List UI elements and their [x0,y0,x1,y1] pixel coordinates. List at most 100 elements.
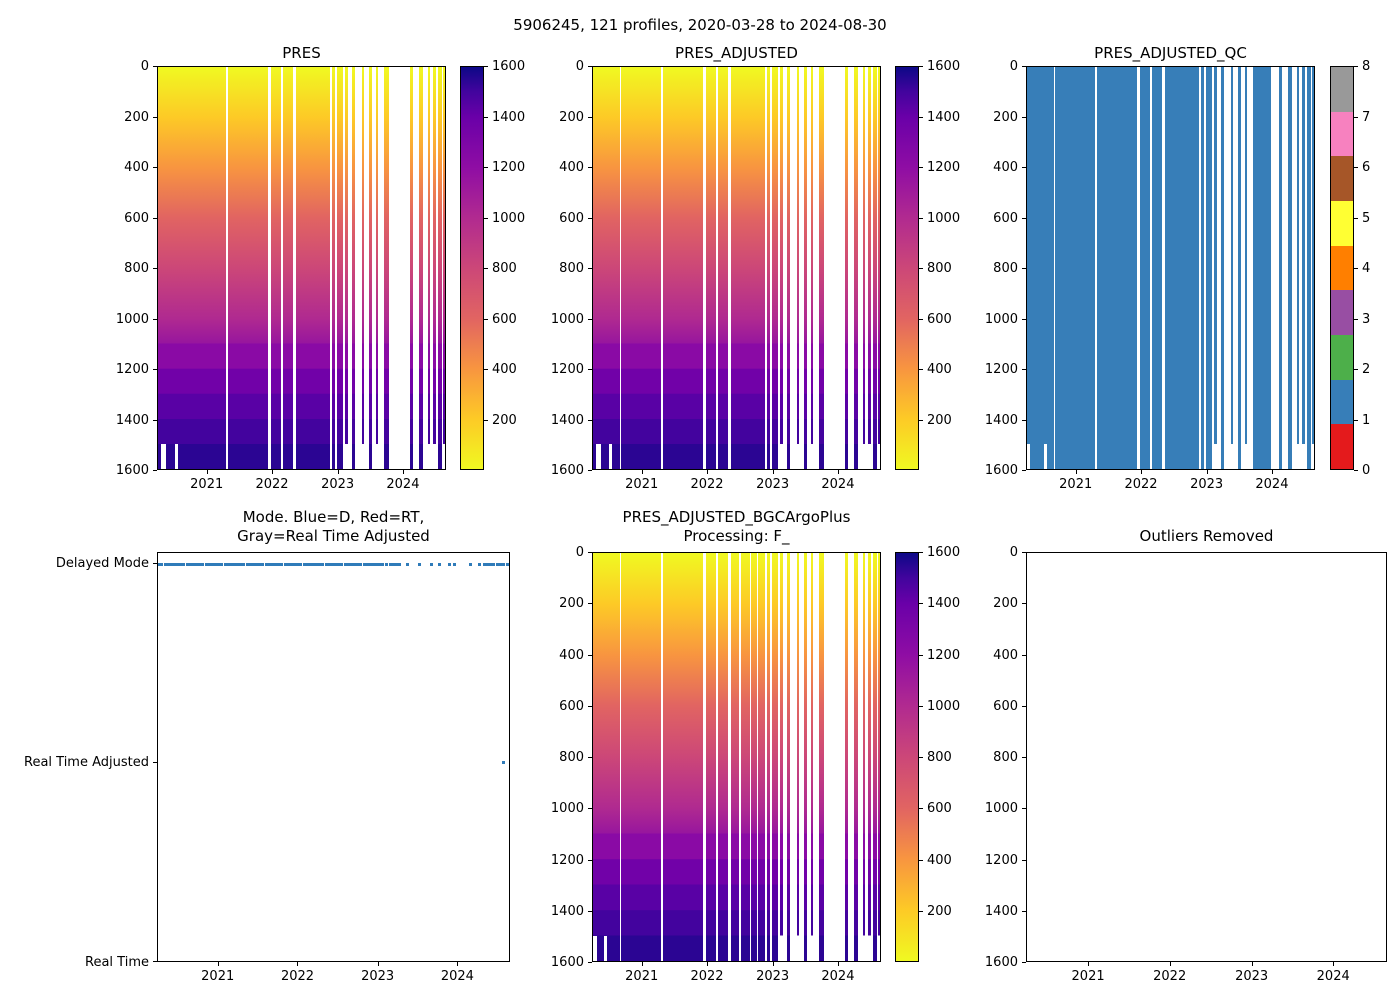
profile-column [383,67,390,469]
profile-dot [210,562,214,566]
profile-column [796,553,800,961]
profile-dot [195,562,199,566]
pres-y-tick-label: 1600 [115,463,149,478]
qc-colorbar-segment [1331,423,1353,469]
profile-dot [368,562,372,566]
pres-x-tick-label: 2024 [386,477,420,492]
mode-y-tick-mark [153,761,157,763]
pres_adjusted-x-tick-label: 2023 [756,477,790,492]
profile-column [1287,67,1293,469]
profile-column [368,67,372,469]
profile-column [787,67,790,469]
profile-dot [359,562,363,566]
pres_adjusted_qc-x-tick-label: 2022 [1124,477,1158,492]
pres_adjusted_bgcargoplus-y-tick-label: 1600 [550,955,584,970]
qc-colorbar-segment [1331,110,1353,157]
profile-dot [453,562,457,566]
outliers_removed-y-tick-mark [1022,705,1026,707]
profile-dot [214,562,218,566]
profile-dot [258,562,262,566]
pres_adjusted-x-tick-mark [641,470,643,474]
pres_adjusted_qc-y-tick-mark [1022,470,1026,471]
profile-dot [191,562,195,566]
pres_adjusted_bgcargoplus-colorbar [895,552,919,962]
profile-column [438,67,442,469]
profile-dot [302,562,306,566]
pres_adjusted_bgcargoplus-y-tick-mark [588,757,592,758]
profile-dot [477,562,481,566]
pres_adjusted-y-tick-mark [588,116,592,118]
pres_adjusted_bgcargoplus-colorbar-tick-mark [919,808,923,810]
profile-dot [315,562,319,566]
missing-data-notch [604,935,608,961]
pres_adjusted-colorbar-tick-label: 1000 [927,210,961,226]
profile-column [1214,67,1217,469]
pres_adjusted-colorbar-tick-mark [919,318,923,320]
profile-dot [495,562,499,566]
pres_adjusted_qc-x-tick-label: 2023 [1190,477,1224,492]
profile-column [283,67,294,469]
pres_adjusted_bgcargoplus-colorbar-tick-mark [919,705,923,707]
profile-dot [293,562,297,566]
qc-colorbar-segment [1331,200,1353,246]
bgc-title-line1: PRES_ADJUSTED_BGCArgoPlus [622,508,851,526]
pres_adjusted_qc-colorbar-tick-label: 6 [1362,160,1371,175]
pres-plot-area [157,66,446,470]
pres_adjusted_bgcargoplus-colorbar-tick-label: 1200 [927,647,961,663]
profile-dot [447,562,451,566]
profile-column [621,553,661,961]
pres_adjusted_bgcargoplus-y-tick-label: 1000 [550,801,584,817]
pres_adjusted-y-tick-label: 800 [559,261,584,276]
pres_adjusted-colorbar-tick-label: 1200 [927,160,961,175]
profile-column [1055,67,1095,469]
pres_adjusted_bgcargoplus-x-tick-label: 2024 [821,969,855,984]
pres_adjusted-colorbar-tick-mark [919,167,923,168]
profile-dot [485,562,489,566]
outliers_removed-y-tick-mark [1022,910,1026,912]
profile-column [1152,67,1163,469]
qc-colorbar-segment [1331,334,1353,380]
bgc-title-line2: Processing: F_ [683,527,790,545]
mode-x-tick-mark [217,962,219,966]
profile-dot [160,562,164,566]
profile-column [1139,67,1151,469]
profile-column [1206,67,1212,469]
profile-dot [388,562,392,566]
pres_adjusted_qc-y-tick-mark [1022,419,1026,421]
pres-colorbar-tick-mark [484,217,488,219]
profile-column [1221,67,1224,469]
pres_adjusted_qc-x-tick-label: 2024 [1255,477,1289,492]
profile-column [1200,67,1205,469]
profile-dot [220,562,224,566]
profile-dot [321,562,325,566]
profile-dot [349,562,353,566]
pres_adjusted_bgcargoplus-colorbar-tick-label: 400 [927,852,952,868]
pres-colorbar-tick-mark [484,116,488,118]
pres_adjusted_qc-colorbar-tick-mark [1354,268,1358,269]
pres_adjusted_qc-colorbar-tick-label: 8 [1362,59,1371,74]
pres_adjusted-colorbar-tick-label: 600 [927,311,952,327]
profile-column [705,553,717,961]
outliers_removed-y-tick-mark [1022,552,1026,553]
profile-dot [242,562,246,566]
profile-column [352,67,355,469]
profile-column [810,67,814,469]
pres_adjusted-colorbar-tick-label: 200 [927,412,952,428]
pres_adjusted_qc-y-tick-mark [1022,369,1026,370]
pres_adjusted_qc-y-tick-mark [1022,66,1026,67]
profile-dot [372,562,375,566]
pres_adjusted-y-tick-mark [588,470,592,471]
pres_adjusted_qc-x-tick-mark [1271,470,1273,474]
pres-y-tick-label: 1000 [115,311,149,327]
pres-colorbar-tick-mark [484,167,488,168]
profile-dot [385,562,389,566]
mode-title-line1: Mode. Blue=D, Red=RT, [242,508,425,526]
pres_adjusted-x-tick-label: 2024 [821,477,855,492]
pres-colorbar-tick-label: 400 [492,362,517,377]
profile-dot [217,562,221,566]
outliers_removed-y-tick-label: 800 [993,750,1018,765]
pres_adjusted_bgcargoplus-y-tick-label: 1200 [550,852,584,868]
pres_adjusted-plot-area [592,66,881,470]
pres_adjusted-y-tick-label: 400 [559,160,584,175]
profile-dot [469,562,473,566]
